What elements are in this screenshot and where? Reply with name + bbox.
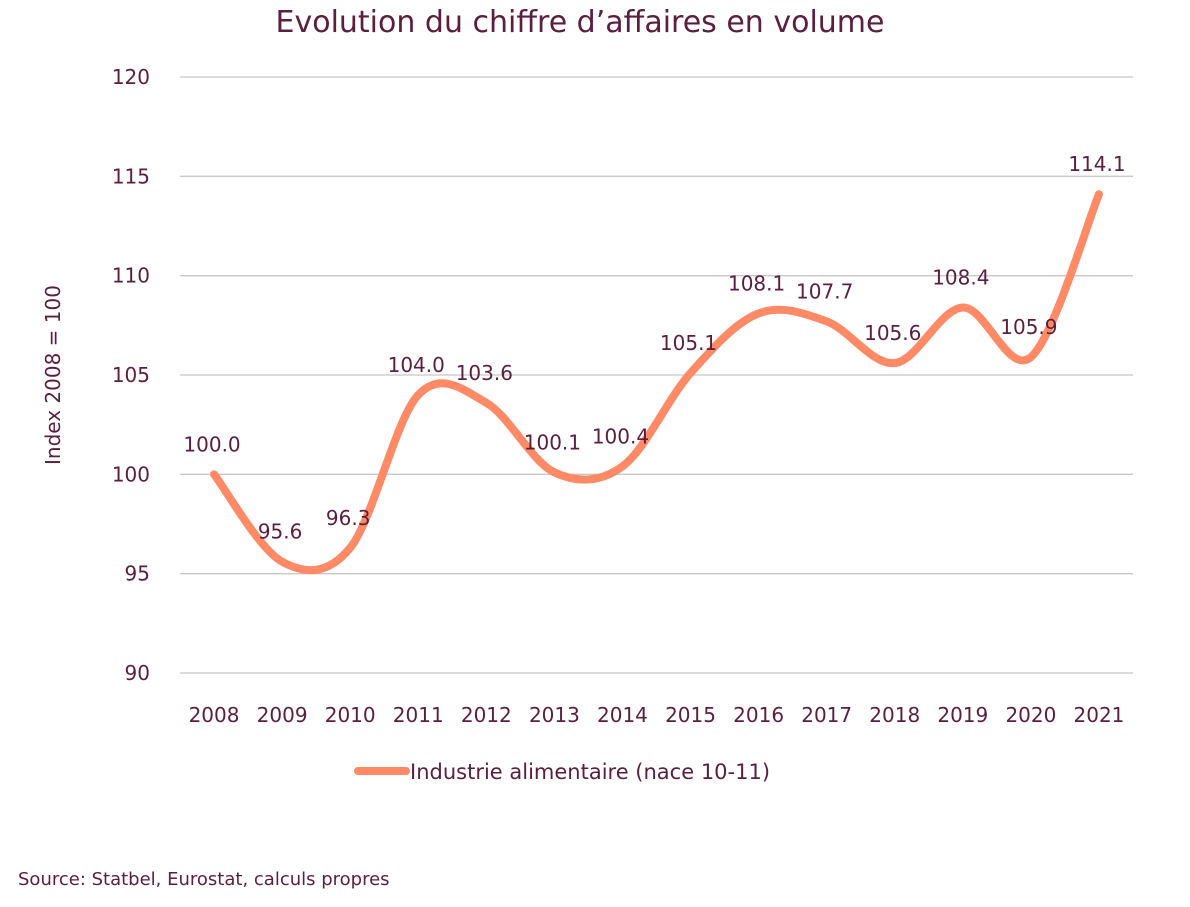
data-label: 114.1 xyxy=(1068,152,1125,176)
data-label: 100.4 xyxy=(592,424,649,448)
y-tick-label: 100 xyxy=(112,462,150,486)
legend-label: Industrie alimentaire (nace 10-11) xyxy=(410,760,770,784)
x-tick-label: 2012 xyxy=(461,703,512,727)
gridlines xyxy=(180,76,1133,674)
data-label: 96.3 xyxy=(326,506,371,530)
x-tick-label: 2009 xyxy=(257,703,308,727)
data-label: 107.7 xyxy=(796,279,853,303)
data-label: 100.1 xyxy=(524,430,581,454)
x-tick-label: 2013 xyxy=(529,703,580,727)
data-label: 105.9 xyxy=(1000,315,1057,339)
data-label: 103.6 xyxy=(456,361,513,385)
data-label: 108.4 xyxy=(932,265,989,289)
chart-title: Evolution du chiffre d’affaires en volum… xyxy=(276,5,885,40)
y-tick-label: 95 xyxy=(125,562,150,586)
x-tick-label: 2019 xyxy=(937,703,988,727)
series-line xyxy=(210,190,1103,575)
x-tick-label: 2016 xyxy=(733,703,784,727)
y-tick-label: 105 xyxy=(112,363,150,387)
y-tick-label: 90 xyxy=(125,661,150,685)
series-group xyxy=(210,190,1103,575)
data-label: 100.0 xyxy=(183,432,240,456)
data-label: 108.1 xyxy=(728,271,785,295)
data-labels: 100.0 95.6 96.3 104.0 103.6 100.1 100.4 105.1 10… xyxy=(183,152,1125,544)
data-label: 105.6 xyxy=(864,321,921,345)
y-axis-label: Index 2008 = 100 xyxy=(41,285,65,465)
x-tick-label: 2018 xyxy=(869,703,920,727)
y-tick-label: 110 xyxy=(112,264,150,288)
y-axis-ticks: 90 95 100 105 110 115 120 xyxy=(112,65,150,685)
x-tick-label: 2010 xyxy=(325,703,376,727)
x-tick-label: 2015 xyxy=(665,703,716,727)
x-axis-ticks: 2008 2009 2010 2011 2012 2013 2014 2015 2016 2017… xyxy=(189,703,1125,727)
x-tick-label: 2014 xyxy=(597,703,648,727)
y-tick-label: 120 xyxy=(112,65,150,89)
data-label: 104.0 xyxy=(388,353,445,377)
x-tick-label: 2011 xyxy=(393,703,444,727)
legend: Industrie alimentaire (nace 10-11) xyxy=(354,760,770,784)
source-note: Source: Statbel, Eurostat, calculs propr… xyxy=(18,869,390,890)
data-label: 95.6 xyxy=(258,520,303,544)
x-tick-label: 2008 xyxy=(189,703,240,727)
x-tick-label: 2020 xyxy=(1005,703,1056,727)
x-tick-label: 2017 xyxy=(801,703,852,727)
y-tick-label: 115 xyxy=(112,164,150,188)
data-label: 105.1 xyxy=(660,331,717,355)
x-tick-label: 2021 xyxy=(1074,703,1125,727)
